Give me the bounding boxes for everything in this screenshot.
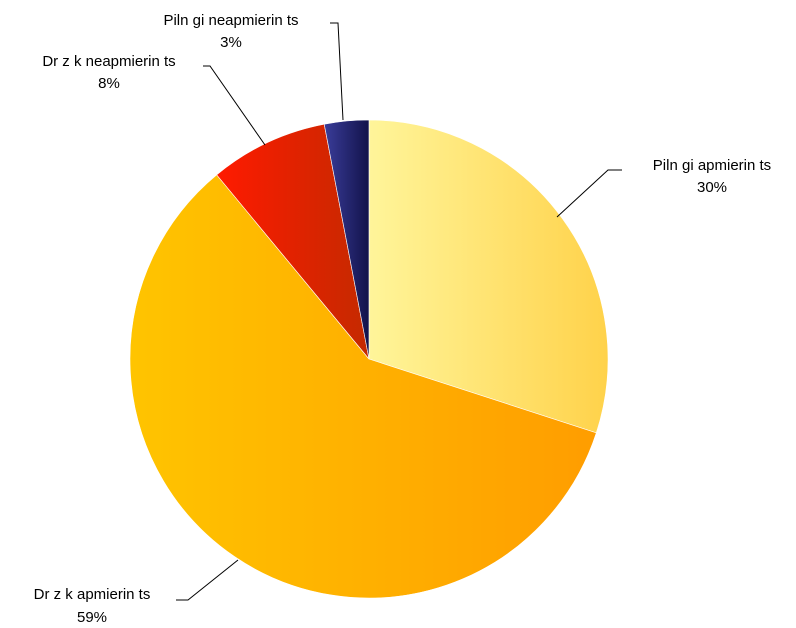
pie-slice <box>216 123 370 360</box>
slice-label-name: Dr z k neapmierin ts <box>42 53 175 70</box>
pie-slices <box>129 119 609 599</box>
pie-slice <box>129 174 597 599</box>
pie-slice <box>323 119 370 360</box>
slice-labels: Piln gi apmierin ts 30% Dr z k apmierin … <box>34 12 772 626</box>
slice-label-name: Dr z k apmierin ts <box>34 586 151 603</box>
leader-line <box>556 169 622 218</box>
slice-label-percent: 59% <box>77 609 107 626</box>
leader-line <box>176 559 239 601</box>
leader-lines <box>176 22 622 601</box>
pie-slice <box>368 119 609 434</box>
leader-line <box>330 22 344 121</box>
leader-line <box>203 65 266 146</box>
slice-label-percent: 3% <box>220 34 242 51</box>
slice-label-name: Piln gi apmierin ts <box>653 157 771 174</box>
slice-label-percent: 30% <box>697 179 727 196</box>
slice-label-percent: 8% <box>98 75 120 92</box>
slice-label-name: Piln gi neapmierin ts <box>163 12 298 29</box>
